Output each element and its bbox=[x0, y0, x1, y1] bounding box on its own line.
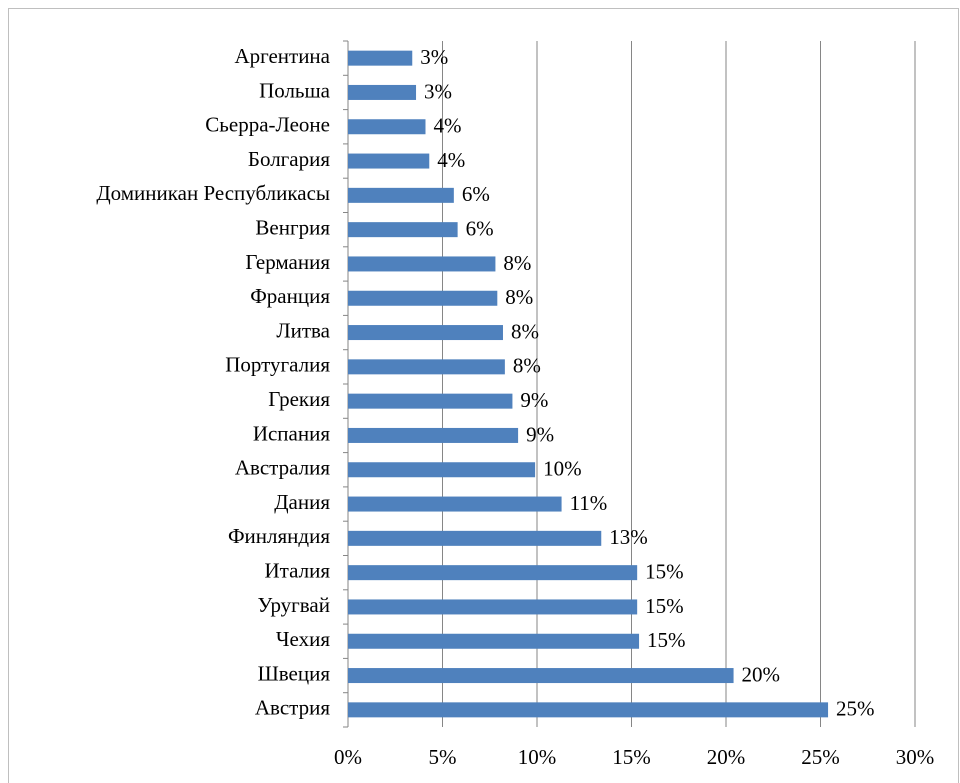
data-label: 15% bbox=[645, 594, 684, 618]
y-tick-label: Чехия bbox=[276, 627, 330, 651]
y-tick-label: Швеция bbox=[258, 661, 331, 685]
y-tick-label: Болгария bbox=[248, 147, 330, 171]
data-label: 4% bbox=[433, 114, 461, 138]
bar bbox=[348, 496, 562, 512]
data-label: 15% bbox=[645, 559, 684, 583]
y-tick-label: Австрия bbox=[255, 696, 330, 720]
x-tick-label: 0% bbox=[334, 745, 362, 769]
data-label: 6% bbox=[466, 216, 494, 240]
bar bbox=[348, 462, 536, 478]
bar bbox=[348, 702, 829, 718]
y-tick-label: Грекия bbox=[268, 387, 330, 411]
bar bbox=[348, 599, 638, 615]
data-label: 6% bbox=[462, 182, 490, 206]
data-label: 8% bbox=[505, 285, 533, 309]
y-tick-label: Испания bbox=[253, 421, 331, 445]
y-tick-label: Австралия bbox=[235, 456, 330, 480]
y-tick-label: Польша bbox=[259, 78, 331, 102]
bar bbox=[348, 668, 734, 684]
data-label: 9% bbox=[520, 388, 548, 412]
bar bbox=[348, 119, 426, 135]
bar bbox=[348, 393, 513, 409]
data-label: 9% bbox=[526, 422, 554, 446]
data-label: 11% bbox=[570, 491, 608, 515]
y-tick-label: Италия bbox=[265, 558, 331, 582]
data-label: 3% bbox=[420, 45, 448, 69]
data-label: 20% bbox=[742, 662, 781, 686]
y-tick-label: Аргентина bbox=[234, 44, 330, 68]
y-tick-label: Сьерра-Леоне bbox=[205, 113, 330, 137]
x-tick-label: 15% bbox=[612, 745, 651, 769]
data-label: 13% bbox=[609, 525, 648, 549]
y-tick-label: Венгрия bbox=[255, 215, 330, 239]
bar bbox=[348, 222, 458, 238]
x-tick-label: 10% bbox=[518, 745, 557, 769]
data-label: 8% bbox=[511, 319, 539, 343]
bar bbox=[348, 565, 638, 581]
bar bbox=[348, 84, 417, 100]
bar bbox=[348, 633, 640, 649]
y-tick-label: Дания bbox=[274, 490, 330, 514]
bar bbox=[348, 325, 503, 341]
data-label: 3% bbox=[424, 79, 452, 103]
x-tick-label: 30% bbox=[896, 745, 935, 769]
bar bbox=[348, 187, 454, 203]
bar bbox=[348, 50, 413, 66]
bar bbox=[348, 290, 498, 306]
x-tick-label: 5% bbox=[429, 745, 457, 769]
y-tick-label: Уругвай bbox=[257, 593, 330, 617]
data-label: 25% bbox=[836, 697, 875, 721]
data-label: 8% bbox=[513, 354, 541, 378]
data-label: 10% bbox=[543, 457, 582, 481]
x-tick-label: 20% bbox=[707, 745, 746, 769]
y-tick-label: Германия bbox=[245, 250, 330, 274]
bar bbox=[348, 256, 496, 272]
bar bbox=[348, 530, 602, 546]
y-tick-label: Доминикан Республикасы bbox=[96, 181, 330, 205]
y-tick-label: Португалия bbox=[225, 353, 330, 377]
y-tick-label: Литва bbox=[276, 318, 330, 342]
y-tick-label: Финляндия bbox=[228, 524, 330, 548]
bar bbox=[348, 153, 430, 169]
data-label: 15% bbox=[647, 628, 686, 652]
y-tick-label: Франция bbox=[250, 284, 330, 308]
bar bbox=[348, 359, 505, 375]
data-label: 4% bbox=[437, 148, 465, 172]
bar bbox=[348, 427, 519, 443]
x-tick-label: 25% bbox=[801, 745, 840, 769]
chart-frame bbox=[8, 8, 959, 783]
data-label: 8% bbox=[503, 251, 531, 275]
